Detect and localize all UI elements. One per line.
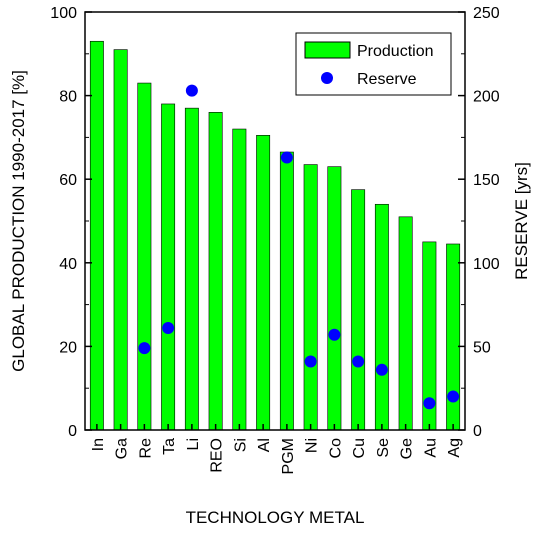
production-bar-In	[89, 40, 104, 431]
production-bar-Co	[327, 166, 342, 431]
x-tick-label-Se: Se	[375, 438, 392, 458]
reserve-point-Cu	[352, 355, 365, 368]
production-bar-Ga	[113, 49, 128, 431]
x-tick-label-Ga: Ga	[114, 438, 131, 459]
left-tick-label: 40	[59, 256, 77, 273]
production-bar-Li	[184, 107, 199, 431]
x-tick-label-Al: Al	[256, 438, 273, 452]
right-tick-label: 150	[473, 172, 500, 189]
left-tick-label: 0	[68, 423, 77, 440]
reserve-point-Re	[138, 342, 151, 355]
reserve-point-Ni	[304, 355, 317, 368]
x-tick-label-Ni: Ni	[304, 438, 321, 453]
production-bar-Al	[256, 135, 271, 431]
right-tick-label: 250	[473, 5, 500, 22]
x-tick-label-Ag: Ag	[446, 438, 463, 458]
reserve-point-Co	[328, 328, 341, 341]
production-bar-Re	[137, 82, 152, 431]
reserve-point-Au	[423, 397, 436, 410]
x-tick-label-Cu: Cu	[351, 438, 368, 458]
reserve-point-PGM	[280, 151, 293, 164]
x-tick-label-REO: REO	[209, 438, 226, 473]
production-bar-Se	[374, 203, 389, 431]
reserve-point-Ta	[162, 322, 175, 335]
x-axis-title: TECHNOLOGY METAL	[186, 508, 365, 527]
left-axis-title: GLOBAL PRODUCTION 1990-2017 [%]	[9, 70, 28, 372]
x-tick-label-In: In	[90, 438, 107, 451]
production-bar-REO	[208, 112, 223, 431]
production-bar-Cu	[351, 189, 366, 431]
left-tick-label: 60	[59, 172, 77, 189]
legend-reserve-marker	[321, 72, 333, 84]
x-tick-label-Ge: Ge	[399, 438, 416, 459]
production-bar-Ta	[161, 103, 176, 431]
x-tick-label-Si: Si	[232, 438, 249, 452]
x-tick-label-Ta: Ta	[161, 438, 178, 455]
legend: Production Reserve	[295, 32, 452, 96]
left-tick-label: 100	[50, 5, 77, 22]
x-tick-label-Li: Li	[185, 438, 202, 450]
reserve-point-Se	[375, 363, 388, 376]
legend-production-label: Production	[357, 43, 434, 60]
right-axis-title: RESERVE [yrs]	[512, 162, 531, 280]
left-tick-label: 20	[59, 339, 77, 356]
x-axis-tick-labels: In Ga Re Ta Li REO Si Al PGM Ni Co Cu Se Ge Au Ag	[90, 438, 463, 475]
production-bar-Ni	[303, 164, 318, 431]
right-tick-label: 0	[473, 423, 482, 440]
x-tick-label-PGM: PGM	[280, 438, 297, 474]
axis-ticks	[85, 11, 465, 431]
x-tick-label-Au: Au	[422, 438, 439, 458]
legend-production-swatch	[304, 41, 351, 59]
left-tick-label: 80	[59, 89, 77, 106]
reserve-point-Ag	[447, 390, 460, 403]
left-axis-tick-labels: 0 20 40 60 80 100	[50, 5, 77, 440]
production-bar-PGM	[279, 151, 294, 431]
right-tick-label: 200	[473, 89, 500, 106]
right-axis-tick-labels: 0 50 100 150 200 250	[473, 5, 500, 440]
x-tick-label-Co: Co	[327, 438, 344, 459]
right-tick-label: 100	[473, 256, 500, 273]
production-bar-Ge	[398, 216, 413, 431]
production-bars	[89, 40, 461, 431]
legend-reserve-label: Reserve	[357, 71, 417, 88]
reserve-point-Li	[185, 84, 198, 97]
x-tick-label-Re: Re	[137, 438, 154, 459]
reserve-points	[138, 84, 460, 410]
production-bar-Si	[232, 128, 247, 431]
right-tick-label: 50	[473, 339, 491, 356]
